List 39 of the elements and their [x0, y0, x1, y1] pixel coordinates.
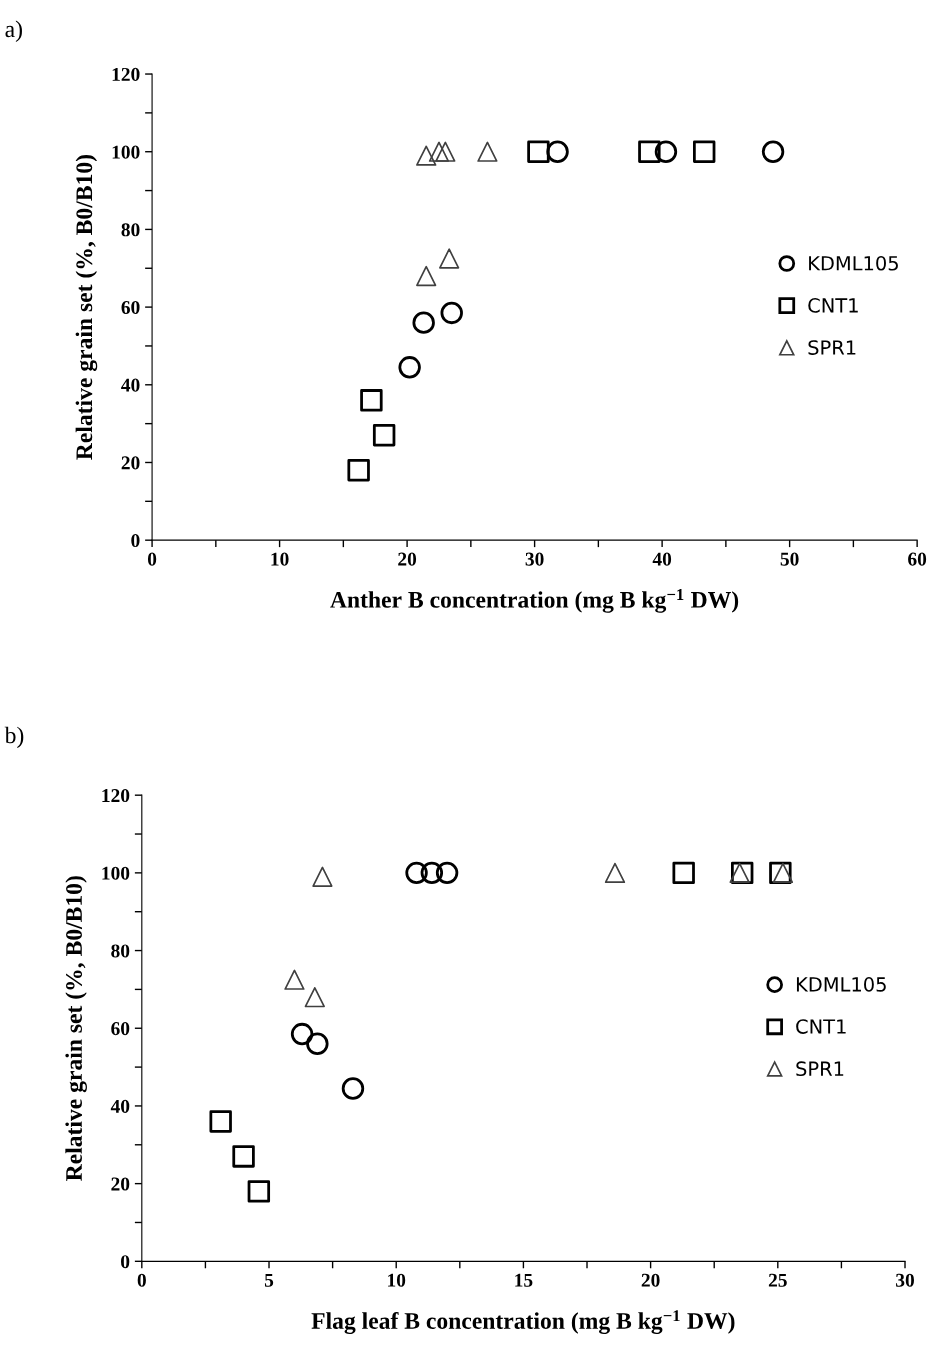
x-tick-label: 30	[896, 1273, 914, 1287]
y-tick-label: 120	[102, 789, 130, 803]
y-tick-label: 40	[110, 1099, 130, 1113]
x-tick-label: 25	[768, 1273, 787, 1287]
x-tick-label: 20	[398, 552, 417, 566]
y-tick-label: 100	[102, 866, 130, 880]
y-axis-title: Relative grain set (%, B0/B10)	[75, 155, 98, 460]
x-tick-label: 40	[652, 552, 672, 566]
x-tick-label: 0	[147, 552, 157, 566]
x-tick-label: 30	[525, 552, 544, 566]
x-tick-label: 15	[515, 1273, 533, 1287]
x-tick-label: 60	[908, 552, 927, 566]
y-tick-label: 20	[111, 1177, 130, 1191]
y-tick-label: 40	[121, 378, 140, 392]
legend-label: SPR1	[796, 1061, 844, 1077]
x-tick-label: 10	[271, 552, 289, 566]
chart-title: b)	[4, 726, 24, 749]
y-tick-label: 60	[121, 300, 140, 315]
y-tick-label: 0	[121, 1255, 130, 1269]
y-axis-title: Relative grain set (%, B0/B10)	[65, 876, 87, 1181]
y-tick-label: 120	[112, 67, 140, 81]
y-tick-label: 80	[121, 223, 140, 237]
x-tick-label: 20	[641, 1273, 660, 1287]
y-tick-label: 100	[112, 145, 140, 159]
y-tick-label: 80	[111, 944, 130, 958]
legend-label: KDML105	[809, 255, 898, 271]
legend-label: CNT1	[808, 298, 858, 313]
x-axis-title: Anther B concentration (mg B kg$^{−1}$ DW)	[330, 589, 739, 613]
chart-title: a)	[5, 20, 22, 42]
x-tick-label: 10	[388, 1273, 406, 1287]
y-tick-label: 60	[111, 1022, 130, 1036]
legend-label: CNT1	[796, 1019, 846, 1034]
legend-label: KDML105	[796, 977, 886, 992]
y-tick-label: 20	[121, 456, 140, 470]
y-tick-label: 0	[131, 533, 140, 548]
legend-label: SPR1	[808, 340, 856, 355]
x-tick-label: 5	[264, 1273, 274, 1287]
x-axis-title: Flag leaf B concentration (mg B kg$^{−1}$ DW)	[311, 1310, 735, 1334]
x-tick-label: 50	[780, 552, 799, 566]
